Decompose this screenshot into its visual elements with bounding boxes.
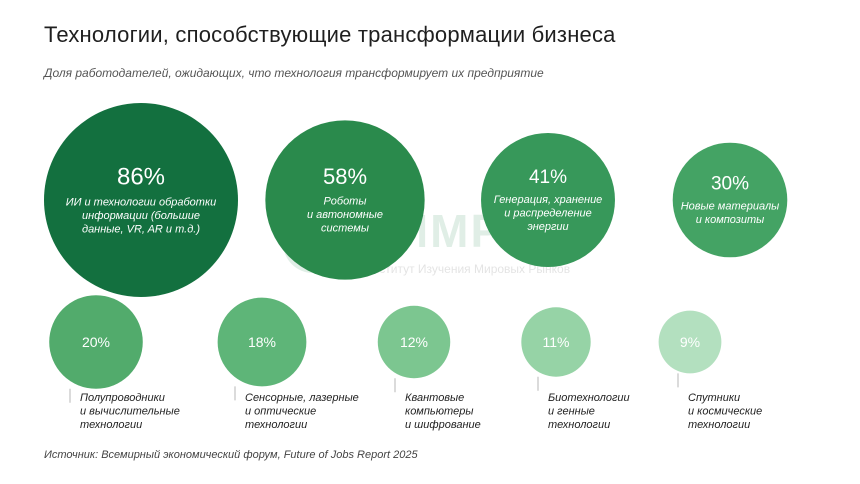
bubble-2 [265, 120, 425, 280]
bubble-value-4: 30% [711, 174, 749, 195]
bubble-label-8: и генные [548, 406, 595, 418]
bubble-value-7: 12% [400, 334, 428, 350]
bubble-7 [377, 305, 451, 379]
bubble-value-8: 11% [543, 334, 570, 350]
bubble-label-1: ИИ и технологии обработки [66, 196, 217, 208]
bubble-9 [658, 310, 722, 374]
bubble-label-7: и шифрование [405, 419, 481, 431]
bubble-value-3: 41% [529, 167, 567, 188]
chart-title: Технологии, способствующие трансформации… [44, 22, 616, 47]
bubble-1 [44, 103, 238, 297]
bubble-label-8: технологии [548, 419, 610, 431]
bubble-value-1: 86% [117, 163, 165, 190]
bubble-label-2: и автономные [307, 209, 383, 221]
bubble-label-9: технологии [688, 419, 750, 431]
bubble-label-5: Полупроводники [80, 392, 165, 404]
bubble-value-9: 9% [680, 334, 700, 350]
source-note: Источник: Всемирный экономический форум,… [44, 449, 418, 461]
bubble-value-5: 20% [82, 334, 110, 350]
bubble-label-2: системы [321, 222, 369, 234]
bubble-label-1: информации (большие [82, 210, 200, 222]
bubble-label-9: и космические [688, 406, 762, 418]
bubble-label-7: компьютеры [405, 406, 473, 418]
bubble-label-6: и оптические [245, 406, 316, 418]
bubble-label-3: энергии [527, 221, 568, 233]
bubble-label-4: и композиты [696, 214, 765, 226]
bubble-4 [672, 142, 788, 258]
bubble-label-6: Сенсорные, лазерные [245, 392, 359, 404]
bubble-label-8: Биотехнологии [548, 392, 630, 404]
bubble-8 [521, 307, 591, 377]
bubble-5 [49, 295, 143, 389]
chart-subtitle: Доля работодателей, ожидающих, что техно… [44, 66, 544, 80]
bubble-label-6: технологии [245, 419, 307, 431]
bubble-label-1: данные, VR, AR и т.д.) [82, 223, 200, 235]
watermark-subtitle: Институт Изучения Мировых Рынков [364, 262, 571, 276]
bubble-label-4: Новые материалы [681, 201, 780, 213]
bubble-label-5: технологии [80, 419, 142, 431]
bubble-label-5: и вычислительные [80, 406, 180, 418]
bubble-label-7: Квантовые [405, 392, 464, 404]
bubble-label-2: Роботы [324, 195, 367, 207]
bubble-value-2: 58% [323, 164, 367, 189]
bubble-label-9: Спутники [688, 392, 740, 404]
bubble-3 [481, 133, 615, 267]
bubble-value-6: 18% [248, 334, 276, 350]
bubble-6 [217, 297, 307, 387]
bubble-label-3: Генерация, хранение [494, 194, 603, 206]
bubble-label-3: и распределение [504, 207, 592, 219]
